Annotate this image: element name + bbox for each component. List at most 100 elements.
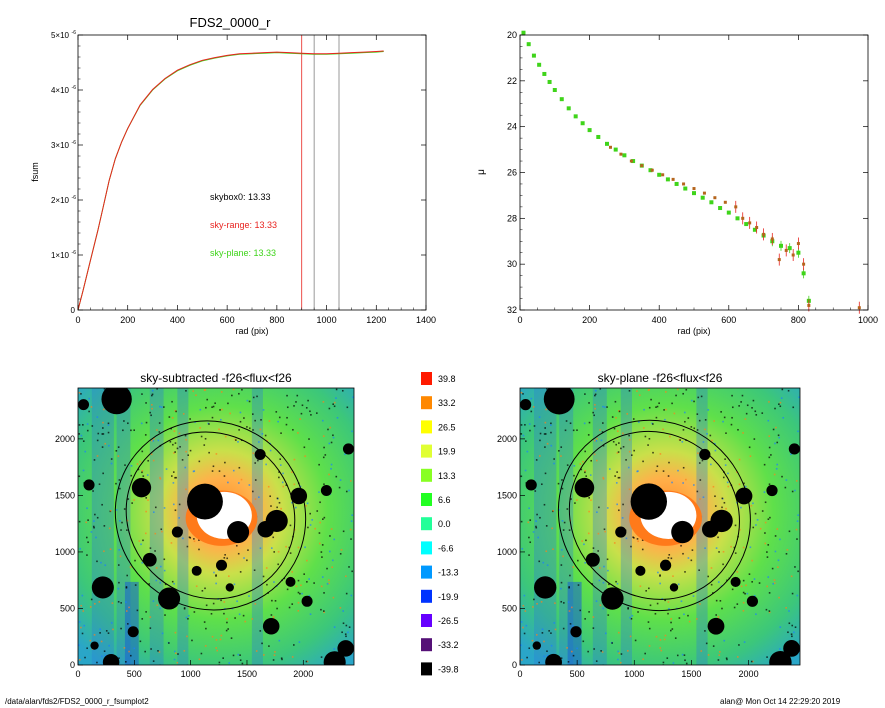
sky-plane-speckle [702,441,705,443]
sky-subtracted-speckle [98,483,101,486]
sky-subtracted-speckle [261,642,263,645]
sky-subtracted-speckle [161,632,164,635]
sky-plane-speckle [681,653,684,656]
sky-plane-speckle [659,575,661,577]
sky-plane-speckle [696,413,699,415]
sky-subtracted-speckle [201,590,204,592]
sky-plane-speckle [533,598,535,601]
sky-subtracted-speckle [142,475,145,477]
sky-plane-speckle [697,396,700,399]
sky-subtracted-speckle [122,429,124,432]
mu-point-red [619,152,623,156]
sky-subtracted-speckle [345,592,348,595]
sky-plane-speckle [644,435,647,438]
sky-subtracted-speckle [271,599,273,602]
sky-subtracted-speckle [92,490,94,492]
sky-subtracted-speckle [104,564,107,567]
sky-plane-speckle [764,521,767,524]
sky-subtracted-speckle [319,521,321,524]
sky-subtracted-speckle [344,575,347,578]
sky-subtracted-speckle [348,626,351,629]
mu-point-red [762,232,766,236]
sky-subtracted-speckle [242,614,245,617]
sky-plane-speckle [670,621,672,624]
sky-subtracted-speckle [288,546,291,549]
sky-subtracted-speckle [313,582,315,584]
sky-subtracted-speckle [345,624,348,627]
sky-plane-speckle [721,607,723,610]
sky-subtracted-speckle [243,417,245,419]
sky-subtracted-speckle [297,579,300,582]
sky-subtracted-speckle [118,549,121,551]
sky-plane-speckle [677,583,680,586]
sky-subtracted-speckle [159,581,162,584]
sky-subtracted-speckle [278,416,281,419]
sky-subtracted-speckle [237,441,239,443]
sky-plane-speckle [645,590,647,592]
sky-plane-xtick-label: 500 [570,669,585,679]
sky-plane-speckle [618,442,620,444]
sky-plane-speckle [636,390,638,392]
sky-subtracted-speckle [205,604,208,607]
sky-plane-speckle [525,624,528,627]
sky-subtracted-speckle [78,520,81,523]
sky-subtracted-masked-star [131,478,152,498]
sky-plane-speckle [587,650,589,653]
sky-subtracted-speckle [205,406,207,409]
sky-plane-speckle [520,520,523,523]
sky-plane-speckle [779,626,782,628]
sky-plane-streak [620,388,632,665]
sky-plane-speckle [766,556,769,558]
sky-subtracted-speckle [220,599,222,602]
sky-subtracted-speckle [141,393,143,395]
sky-plane-speckle [596,511,598,513]
sky-subtracted-speckle [100,561,102,564]
sky-subtracted-speckle [103,550,105,553]
sky-subtracted-speckle [223,612,225,615]
sky-plane-speckle [767,576,770,578]
sky-plane-speckle [584,471,586,474]
sky-plane-speckle [630,454,633,456]
sky-plane-speckle [659,453,662,455]
sky-plane-speckle [560,455,562,457]
sky-plane-speckle [798,396,800,399]
sky-plane-speckle [684,659,686,662]
sky-plane-speckle [745,584,747,587]
sky-subtracted-speckle [183,650,186,652]
sky-plane-speckle [638,394,641,397]
sky-plane-speckle [524,610,527,612]
sky-plane-speckle [584,561,586,564]
sky-plane-speckle [742,601,745,604]
sky-subtracted-speckle [204,587,206,590]
sky-subtracted-speckle [323,611,325,614]
mu-xtick-label: 800 [791,315,806,325]
sky-subtracted-aperture-ellipse [125,431,296,600]
sky-subtracted-xtick-label: 2000 [293,669,313,679]
sky-subtracted-speckle [307,399,309,402]
sky-plane-speckle [767,518,770,520]
sky-plane-speckle [717,536,719,539]
sky-subtracted-speckle [187,617,189,620]
sky-plane-speckle [743,482,745,485]
sky-subtracted-speckle [110,458,113,460]
sky-plane-speckle [718,651,721,653]
sky-plane-speckle [676,654,679,657]
sky-plane-speckle [616,471,618,473]
sky-subtracted-speckle [93,526,95,529]
sky-subtracted-speckle [330,528,333,530]
sky-plane-speckle [714,495,716,498]
sky-plane-speckle [588,510,590,513]
sky-subtracted-speckle [235,544,238,547]
mu-xlabel: rad (pix) [677,326,710,336]
sky-subtracted-speckle [319,501,321,504]
sky-subtracted-speckle [187,454,190,456]
sky-plane-speckle [766,551,768,553]
sky-subtracted-speckle [289,524,292,527]
sky-plane-speckle [543,433,546,435]
sky-plane-speckle [633,449,635,452]
sky-plane-speckle [546,442,549,445]
mu-point-green [787,246,792,251]
sky-plane-speckle [618,631,620,634]
sky-plane-speckle [522,393,524,395]
sky-subtracted-speckle [115,509,118,511]
